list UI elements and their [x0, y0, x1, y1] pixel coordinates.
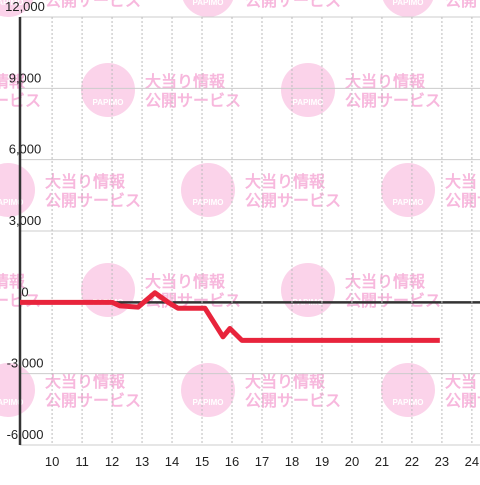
watermark-text: 公開サービス: [245, 392, 341, 410]
y-tick-label: 12,000: [5, 0, 45, 14]
y-tick-label: -3,000: [7, 356, 44, 371]
watermark-text: 公開サービス: [45, 392, 141, 410]
x-tick-label: 24: [465, 454, 479, 469]
x-tick-label: 15: [195, 454, 209, 469]
watermark-circle: [81, 263, 135, 317]
y-tick-label: 3,000: [9, 213, 42, 228]
x-tick-label: 21: [375, 454, 389, 469]
watermark-text: 公開サービス: [445, 392, 480, 410]
watermark-logo: PAPIMO: [0, 0, 23, 7]
x-tick-label: 13: [135, 454, 149, 469]
x-tick-label: 23: [435, 454, 449, 469]
watermark-circle: [381, 363, 435, 417]
watermark-text: 公開サービス: [445, 192, 480, 210]
x-tick-label: 20: [345, 454, 359, 469]
watermark-text: 大当り情報: [45, 172, 126, 191]
watermark-circle: [0, 163, 35, 217]
watermark-logo: PAPIMO: [393, 198, 424, 207]
watermark-text: 公開サービス: [345, 292, 441, 310]
watermark-text: 大当り情報: [445, 172, 480, 191]
watermark-circle: [0, 363, 35, 417]
x-tick-label: 18: [285, 454, 299, 469]
x-tick-label: 12: [105, 454, 119, 469]
watermark-logo: PAPIMO: [393, 398, 424, 407]
x-tick-label: 16: [225, 454, 239, 469]
x-tick-label: 22: [405, 454, 419, 469]
watermarks: PAPIMO大当り情報公開サービスPAPIMO大当り情報公開サービスPAPIMO…: [0, 0, 480, 417]
watermark-logo: PAPIMO: [193, 198, 224, 207]
watermark-text: 大当り情報: [245, 172, 326, 191]
watermark-text: 大当り情報: [45, 372, 126, 391]
watermark-logo: PAPIMO: [0, 398, 23, 407]
watermark-text: 公開サービス: [145, 92, 241, 110]
x-tick-label: 10: [45, 454, 59, 469]
watermark-circle: [381, 163, 435, 217]
watermark-text: 公開サービス: [45, 192, 141, 210]
plot: -6,000 -3,000 0 3,000 6,000 9,000 12,000 10 11 12…: [5, 0, 479, 469]
y-tick-label: -6,000: [7, 427, 44, 442]
watermark-circle: [281, 63, 335, 117]
x-tick-label: 11: [75, 454, 89, 469]
watermark-logo: PAPIMO: [193, 0, 224, 7]
watermark-text: 大当り情報: [445, 372, 480, 391]
series-line: [20, 290, 440, 343]
watermark-logo: PAPIMO: [0, 198, 23, 207]
watermark-text: 公開サービス: [445, 0, 480, 10]
x-tick-label: 17: [255, 454, 269, 469]
y-tick-label: 0: [21, 284, 28, 299]
watermark-text: 公開サービス: [45, 0, 141, 10]
watermark-text: 大当り情報: [145, 272, 226, 291]
watermark-text: 公開サービス: [245, 192, 341, 210]
watermark-circle: [181, 163, 235, 217]
x-tick-label: 19: [315, 454, 329, 469]
y-tick-label: 6,000: [9, 142, 42, 157]
watermark-text: 大当り情報: [145, 72, 226, 91]
watermark-circle: [181, 363, 235, 417]
watermark-circle: [0, 0, 34, 17]
watermark-text: 大当り情報: [345, 272, 426, 291]
watermark-logo: PAPIMO: [93, 98, 124, 107]
watermark-circle: [81, 63, 135, 117]
watermark-text: 大当り情報: [245, 372, 326, 391]
watermark-text: 公開サービス: [345, 92, 441, 110]
watermark-logo: PAPIMO: [193, 398, 224, 407]
watermark-text: 大当り情報: [345, 72, 426, 91]
watermark-circle: [182, 0, 234, 17]
watermark-logo: PAPIMO: [293, 98, 324, 107]
watermark-logo: PAPIMO: [393, 0, 424, 7]
watermark-text: 公開サービス: [245, 0, 341, 10]
x-tick-label: 14: [165, 454, 179, 469]
watermark-circle: [281, 263, 335, 317]
y-tick-label: 9,000: [9, 70, 42, 85]
watermark-circle: [382, 0, 434, 17]
